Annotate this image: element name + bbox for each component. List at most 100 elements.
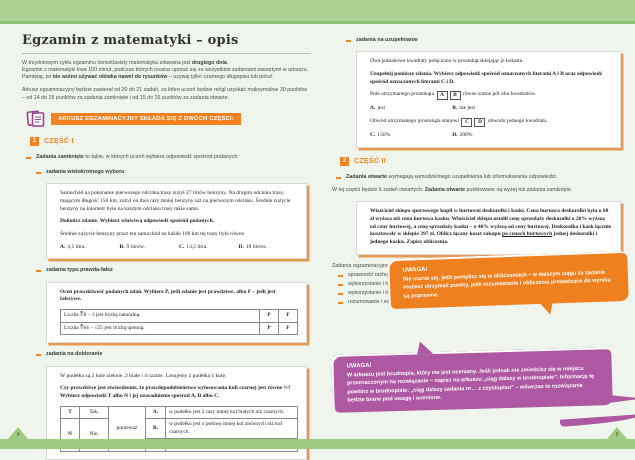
task-command: Uzupełnij poniższe zdania. Wybierz odpow… <box>370 70 603 85</box>
subtype-label: zadania na uzupełnianie <box>356 37 418 43</box>
answer-text: nie jest <box>459 105 476 112</box>
part2-number-badge: 2 <box>340 156 349 166</box>
page-corner-right <box>607 427 627 439</box>
true-false-table: Liczba ∛8 − 3 jest liczbą naturalną. P F… <box>60 309 298 336</box>
task-command-text: Czy prawdziwe jest stwierdzenie, że praw… <box>60 385 284 392</box>
purple-bubble-tail-swoosh <box>559 414 635 427</box>
subtype-matching: zadania na dobieranie <box>36 351 311 358</box>
task-box-fill-in: Dwa jednakowe kwadraty połączono w prost… <box>356 51 621 148</box>
closed-tasks-intro: Zadania zamknięte to takie, w których uc… <box>26 154 311 161</box>
answer-text: 150% <box>377 132 391 139</box>
dash-bullet-icon <box>36 354 41 357</box>
reason-text-cell: w pudełku jest o połowę mniej kul zielon… <box>165 418 298 440</box>
table-row: Liczba ∛8 − 3 jest liczbą naturalną. P F <box>60 309 298 323</box>
table-row: Liczba ∛64 − √25 jest liczbą ujemną. P F <box>60 321 298 336</box>
answer-label: D. <box>452 132 458 139</box>
closed-tasks-text: Zadania zamknięte to takie, w których uc… <box>36 154 239 161</box>
task-text: Średnie zużycie benzyny przez ten samoch… <box>60 231 245 238</box>
task-command-text: ? Wybierz odpowiedź T albo N i jej uzasa… <box>60 385 291 399</box>
page-number-right: 5 <box>615 432 619 438</box>
dash-bullet-icon <box>338 292 343 295</box>
reason-label-cell: A. <box>145 405 166 420</box>
task-box-true-false: Oceń prawdziwość podanych zdań. Wybierz … <box>46 281 307 344</box>
intro-text: Pamiętaj, że <box>22 74 53 81</box>
open-tasks-paragraph: W tej części będzie 6 zadań otwartych. Z… <box>332 187 625 194</box>
task-command: Oceń prawdziwość podanych zdań. Wybierz … <box>60 288 276 303</box>
dash-bullet-icon <box>338 301 343 304</box>
paragraph-text: W tej części będzie 6 zadań otwartych. <box>332 187 425 194</box>
warning-bubble-purple: UWAGA! W arkuszu jest brudnopis, który n… <box>331 347 613 413</box>
subtype-label: zadania na dobieranie <box>46 351 103 358</box>
exam-sheets-icon <box>26 110 45 127</box>
dash-bullet-icon <box>26 156 31 159</box>
closed-tasks-bold: Zadania zamknięte <box>36 153 84 160</box>
answer-text: 200% <box>459 132 473 139</box>
task-command: Czy prawdziwe jest stwierdzenie, że praw… <box>60 385 298 400</box>
tak-cell: Tak, <box>79 405 109 420</box>
task-text: Samochód na pokonanie pierwszego odcinka… <box>60 190 291 212</box>
dash-bullet-icon <box>36 172 41 174</box>
answer-label: D. <box>238 243 244 250</box>
answer-row: A. 4,5 litra. B. 9 litrów. C. 13,5 litra. D… <box>60 244 298 252</box>
choice-box-d: D <box>474 118 486 128</box>
answer-option: C. 150% <box>370 132 452 140</box>
book-spread: { "colors":{"accent_orange":"#f5821f","a… <box>0 0 635 449</box>
answer-row: A. jest B. nie jest <box>370 105 612 113</box>
answer-option: B. 9 litrów. <box>120 244 180 252</box>
intro-text: . <box>226 60 229 66</box>
warning-text: W arkuszu jest brudnopis, który nie jest… <box>346 365 595 404</box>
left-page: Egzamin z matematyki – opis W trzydniowy… <box>22 33 311 460</box>
dash-bullet-icon <box>336 176 341 179</box>
subtype-true-false: zadania typu prawda-fałsz <box>36 267 311 274</box>
subtype-multiple-choice: zadania wielokrotnego wyboru <box>36 169 311 176</box>
intro-text: – używaj tylko czarnego długopisu lub pi… <box>167 74 273 81</box>
dash-bullet-icon <box>346 40 351 42</box>
dash-bullet-icon <box>36 270 41 273</box>
answer-text: 18 litrów. <box>245 243 267 250</box>
statement-cell: Liczba ∛64 − √25 jest liczbą ujemną. <box>60 321 260 336</box>
answer-text: 9 litrów. <box>126 243 145 250</box>
t-cell: T <box>60 405 80 420</box>
intro-text: Egzamin z matematyki trwa 100 minut, pod… <box>22 67 309 74</box>
warning-bubble-orange: UWAGA! Nie martw się, jeśli pomylisz się… <box>387 250 629 309</box>
open-tasks-rest: wymagają samodzielnego uzupełnienia lub … <box>387 173 558 180</box>
choice-box-b: B <box>449 91 461 101</box>
paragraph-text: punktowane są wyżej niż zadania zamknięt… <box>465 187 573 194</box>
title-divider <box>22 53 311 54</box>
page-number-left: 4 <box>16 432 20 438</box>
sentence-text: obwodu jednego kwadratu. <box>486 118 548 125</box>
open-tasks-text: Zadania otwarte wymagają samodzielnego u… <box>346 174 557 181</box>
check-item-text: rozumowanie i argumentację <box>348 298 416 305</box>
fraction-one-half: ½ <box>283 385 288 392</box>
reason-text-cell: w pudełku jest 2 razy mniej kul białych … <box>165 405 298 420</box>
answer-text: 13,5 litra. <box>186 243 208 250</box>
closed-tasks-rest: to takie, w których uczeń wybiera odpowi… <box>83 153 239 160</box>
check-list-item: sprawność rachunkową <box>338 272 625 278</box>
intro-bold: drugiego dnia <box>191 60 227 66</box>
intro-text: W trzydniowym cyklu egzaminu ósmoklasist… <box>22 60 192 66</box>
open-tasks-bold: Zadania otwarte <box>346 173 388 180</box>
task-command: Dokończ zdanie. Wybierz właściwą odpowie… <box>60 218 215 225</box>
check-item-text: sprawność rachunkową <box>348 271 404 278</box>
table-row: N Nie, B. w pudełku jest o połowę mniej … <box>60 418 298 452</box>
answer-option: C. 13,5 litra. <box>179 244 239 252</box>
sentence-text: Pole otrzymanego prostokąta <box>370 91 436 98</box>
answer-option: B. nie jest <box>452 105 612 113</box>
f-choice-cell: F <box>278 321 298 336</box>
task-command-text: jednej deskorolki i jednego kasku. Zapis… <box>370 231 598 245</box>
open-tasks-intro: Zadania otwarte wymagają samodzielnego u… <box>336 174 625 181</box>
choice-box-a: A <box>436 91 448 101</box>
check-list-title: Zadania egzaminacyjne sprawdzają: <box>332 262 420 269</box>
part1-header: 1 CZĘŚĆ I <box>30 136 311 146</box>
p-choice-cell: P <box>259 321 279 336</box>
task-text: Dwa jednakowe kwadraty połączono w prost… <box>370 58 524 65</box>
subtype-label: zadania typu prawda-fałsz <box>46 267 113 274</box>
table-row: T Tak, ponieważ A. w pudełku jest 2 razy… <box>60 405 298 452</box>
sentence-text: równe sumie pól obu kwadratów. <box>461 91 537 98</box>
task-text: W pudełku są 2 kule zielone, 2 białe i 4… <box>60 372 227 379</box>
check-list-item: rozumowanie i argumentację <box>338 299 625 305</box>
intro-bold: nie wolno używać ołówka nawet do rysunkó… <box>52 74 168 81</box>
part1-label: CZĘŚĆ I <box>44 137 74 145</box>
bottom-green-band <box>0 439 635 449</box>
